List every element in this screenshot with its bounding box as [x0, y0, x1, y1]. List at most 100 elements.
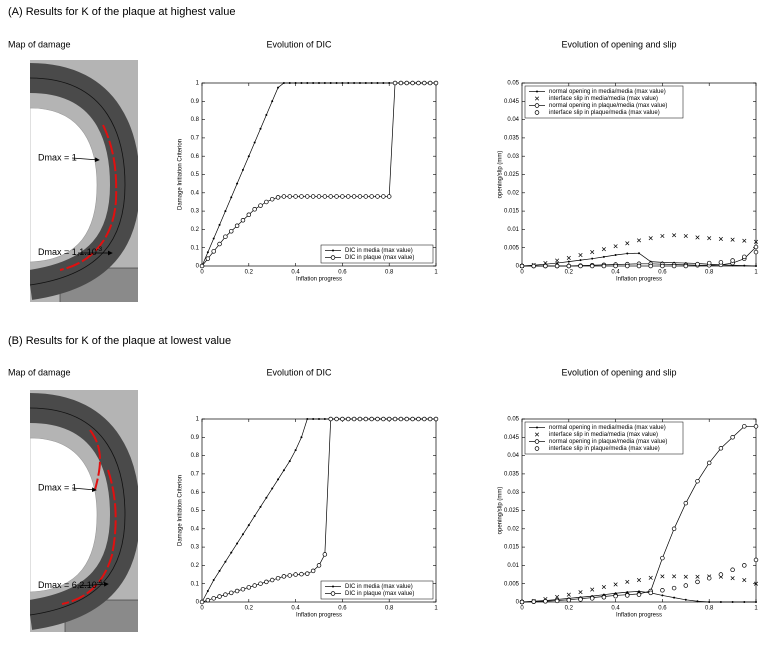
marker: [589, 263, 595, 269]
marker: [258, 203, 263, 208]
marker: [363, 416, 369, 422]
marker: [536, 426, 538, 429]
marker: [269, 196, 275, 202]
marker: [543, 599, 548, 604]
marker: [234, 223, 240, 228]
marker: [287, 194, 293, 199]
y-tick-label: 0.01: [507, 563, 519, 569]
marker: [246, 212, 252, 218]
marker: [695, 478, 700, 484]
y-tick-label: 0.015: [504, 545, 520, 551]
marker: [519, 263, 525, 269]
marker: [683, 233, 688, 239]
marker: [330, 591, 336, 596]
marker: [636, 577, 642, 583]
chart-title: Evolution of DIC: [266, 367, 332, 377]
marker: [398, 416, 404, 422]
marker: [601, 247, 606, 252]
marker: [433, 416, 439, 422]
y-tick-label: 0: [516, 600, 520, 606]
marker: [288, 460, 291, 463]
marker: [223, 234, 228, 239]
marker: [206, 251, 209, 254]
marker: [369, 416, 374, 422]
marker: [555, 258, 560, 263]
marker: [534, 103, 540, 108]
y-tick-label: 0.5: [191, 172, 200, 178]
marker: [236, 542, 239, 545]
marker: [531, 263, 536, 269]
marker: [730, 237, 735, 242]
marker: [427, 80, 433, 86]
marker: [269, 577, 275, 583]
y-tick-label: 0.1: [191, 581, 200, 587]
x-tick-label: 0: [200, 270, 204, 276]
x-tick-label: 0.4: [611, 270, 620, 276]
marker: [386, 194, 392, 199]
marker: [381, 416, 386, 422]
marker: [376, 82, 379, 84]
marker: [329, 82, 332, 84]
marker: [247, 524, 250, 527]
marker: [648, 575, 653, 580]
marker: [259, 127, 262, 130]
y-tick-label: 0.03: [507, 490, 519, 496]
marker: [386, 416, 392, 422]
y-tick-label: 0.045: [504, 99, 520, 105]
marker: [306, 418, 309, 420]
marker: [328, 416, 333, 422]
marker: [230, 551, 233, 554]
legend-box: [524, 421, 684, 455]
marker: [718, 236, 723, 241]
marker: [206, 590, 209, 593]
marker: [578, 590, 583, 595]
marker: [218, 223, 221, 226]
map-title: Map of damage: [8, 39, 71, 49]
marker: [281, 574, 287, 579]
y-tick-label: 0.02: [507, 526, 519, 532]
marker: [340, 194, 345, 199]
plot-area: [201, 82, 437, 267]
y-tick-label: 0.3: [191, 545, 200, 551]
legend-label: DIC in media (max value): [345, 248, 413, 254]
marker: [264, 199, 269, 205]
y-tick-label: 0.025: [504, 508, 520, 514]
marker: [683, 574, 688, 579]
marker: [753, 239, 759, 244]
marker: [310, 194, 316, 199]
y-tick-label: 0.7: [191, 135, 200, 141]
marker: [706, 460, 712, 466]
x-tick-label: 0.4: [291, 606, 300, 612]
marker: [578, 252, 583, 258]
marker: [718, 260, 724, 265]
marker: [224, 560, 227, 563]
x-axis-label: Inflation progress: [616, 613, 662, 619]
marker: [294, 449, 297, 452]
y-tick-label: 0.1: [191, 245, 200, 251]
marker: [601, 263, 607, 269]
y-tick-label: 1: [196, 417, 200, 423]
marker: [753, 249, 759, 255]
x-tick-label: 0.2: [245, 270, 254, 276]
marker: [382, 82, 385, 84]
marker: [299, 194, 304, 199]
marker: [305, 571, 310, 576]
marker: [531, 599, 536, 604]
y-tick-label: 0.7: [191, 471, 200, 477]
marker: [347, 82, 350, 84]
marker: [626, 252, 629, 255]
marker: [205, 256, 211, 261]
marker: [536, 90, 538, 93]
marker: [534, 110, 540, 115]
marker: [743, 264, 746, 267]
marker: [388, 82, 391, 84]
marker: [229, 590, 234, 596]
marker: [660, 263, 665, 269]
marker: [410, 416, 415, 422]
marker: [277, 86, 280, 89]
x-tick-label: 0: [200, 606, 204, 612]
marker: [322, 552, 328, 557]
marker: [252, 207, 257, 212]
marker: [534, 96, 540, 101]
marker: [346, 194, 351, 199]
